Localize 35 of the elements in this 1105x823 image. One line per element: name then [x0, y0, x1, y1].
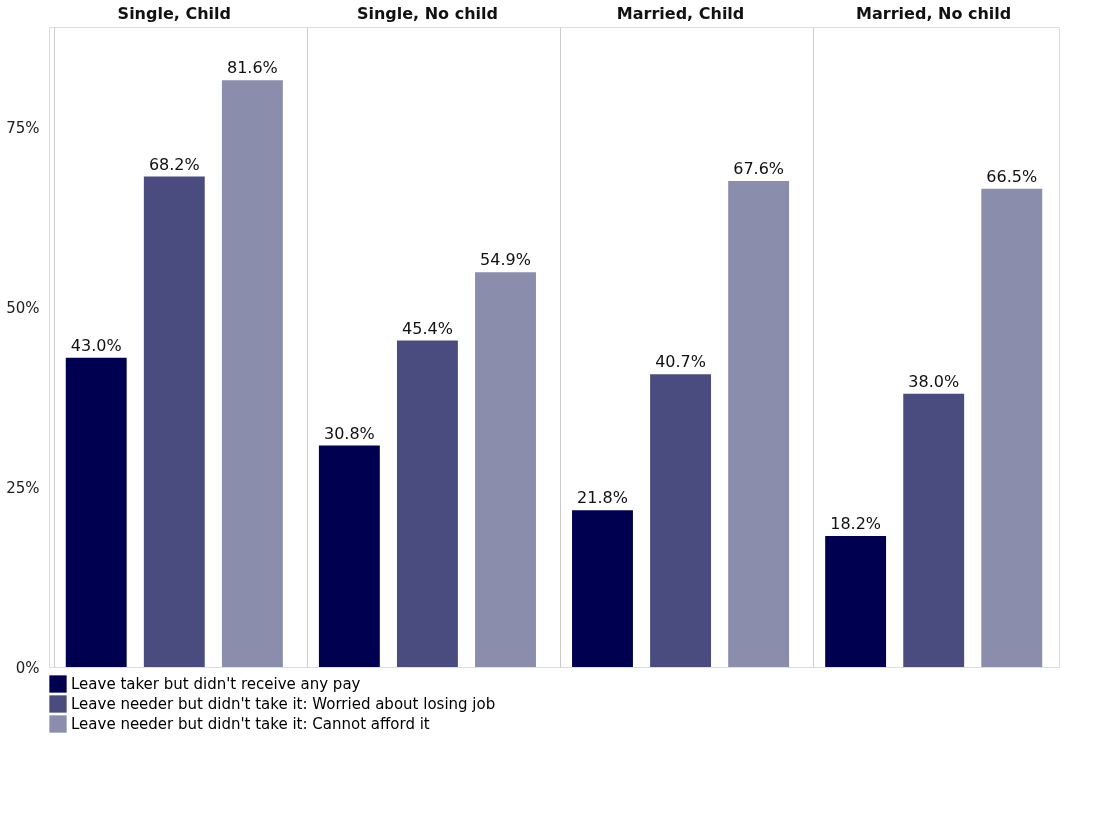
bar	[572, 510, 633, 667]
legend-label: Leave needer but didn't take it: Cannot afford it	[71, 715, 430, 733]
y-tick-label: 50%	[6, 298, 40, 317]
x-tick-label: Married, Child	[616, 3, 745, 23]
bar	[221, 80, 283, 667]
data-label: 54.9%	[480, 250, 531, 270]
data-label: 81.6%	[226, 58, 278, 78]
y-tick-label: 75%	[6, 119, 40, 138]
bar	[143, 176, 205, 667]
data-label: 68.2%	[148, 154, 200, 174]
data-label: 18.2%	[830, 514, 882, 534]
data-label: 67.6%	[733, 158, 785, 178]
y-tick-label: 25%	[6, 478, 40, 497]
legend-label: Leave taker but didn't receive any pay	[71, 675, 361, 693]
x-tick-label: Married, No child	[856, 3, 1012, 23]
data-label: 38.0%	[908, 371, 960, 391]
data-label: 43.0%	[70, 335, 122, 355]
bar	[903, 393, 965, 667]
bar	[981, 188, 1043, 667]
legend-label: Leave needer but didn't take it: Worried about losing job	[71, 695, 496, 713]
data-label: 30.8%	[323, 423, 375, 443]
data-label: 45.4%	[402, 318, 453, 338]
bar	[396, 340, 458, 667]
data-label: 40.7%	[655, 352, 706, 372]
x-tick-label: Single, Child	[117, 3, 231, 23]
bar	[825, 536, 887, 667]
x-tick-label: Single, No child	[356, 3, 498, 23]
data-label: 66.5%	[986, 166, 1038, 186]
y-tick-label: 0%	[15, 658, 40, 677]
data-label: 21.8%	[577, 488, 628, 508]
bar	[728, 180, 790, 667]
bar	[475, 272, 536, 667]
bar	[650, 374, 712, 667]
bar	[318, 445, 380, 667]
bar	[65, 357, 127, 667]
